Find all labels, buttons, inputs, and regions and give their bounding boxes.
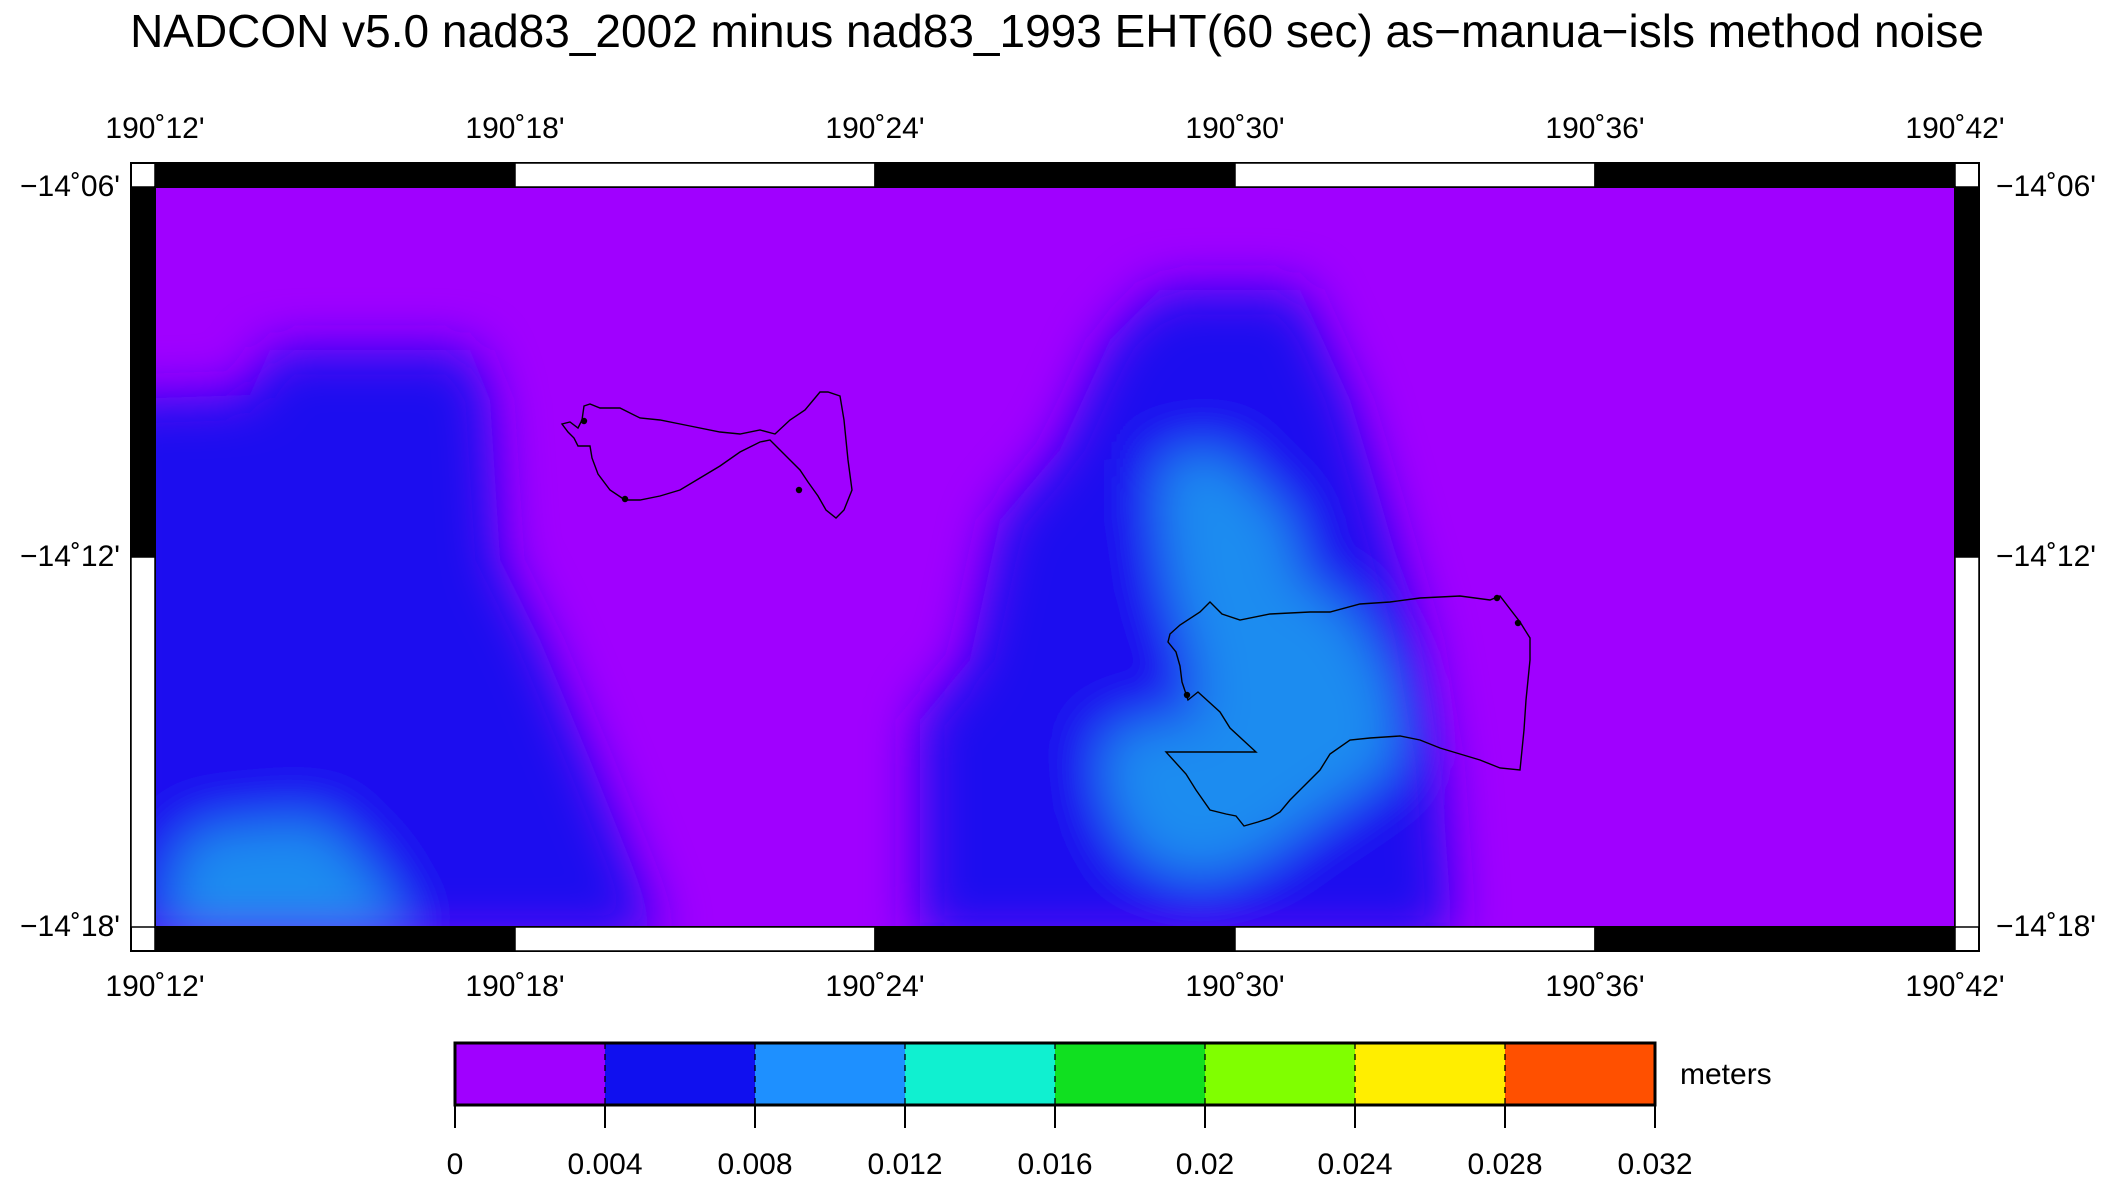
frame-bar-right-2	[1954, 556, 1980, 928]
coast-point-2	[621, 495, 629, 503]
frame-bar-bottom-5	[1594, 926, 1956, 952]
tau-coastline	[1164, 595, 1531, 827]
noise-blob-west	[155, 350, 656, 927]
colorbar-tick-label-8: 0.028	[1467, 1148, 1543, 1181]
frame-bar-bottom-2	[514, 926, 876, 952]
frame-bar-right-1	[1954, 186, 1980, 558]
coast-point-5	[1493, 594, 1501, 602]
frame-bar-top-3	[874, 162, 1236, 188]
frame-bar-bottom-3	[874, 926, 1236, 952]
lon-label-bottom-3: 190˚24'	[825, 970, 925, 1003]
lon-label-top-1: 190˚12'	[105, 112, 205, 145]
lat-label-left-1: −14˚06'	[20, 170, 120, 203]
frame-bar-top-4	[1234, 162, 1596, 188]
colorbar-tick-label-7: 0.024	[1317, 1148, 1393, 1181]
ofu-olosega-coastline	[560, 391, 853, 519]
colorbar-tick-label-2: 0.004	[567, 1148, 643, 1181]
noise-field	[155, 187, 1955, 927]
frame-bar-left-2	[130, 556, 156, 928]
lon-label-top-4: 190˚30'	[1185, 112, 1285, 145]
colorbar-segment-7	[1355, 1043, 1506, 1105]
coast-point-6	[1514, 619, 1522, 627]
colorbar-tick-label-4: 0.012	[867, 1148, 943, 1181]
noise-blob-light-southwest	[170, 820, 403, 927]
lat-label-left-3: −14˚18'	[20, 910, 120, 943]
lat-label-right-1: −14˚06'	[1996, 170, 2096, 203]
lon-label-bottom-4: 190˚30'	[1185, 970, 1285, 1003]
frame-bar-bottom-1	[154, 926, 516, 952]
frame-bar-left-1	[130, 186, 156, 558]
lon-label-top-5: 190˚36'	[1545, 112, 1645, 145]
colorbar-segment-1	[455, 1043, 606, 1105]
lat-label-right-2: −14˚12'	[1996, 540, 2096, 573]
frame-bar-top-1	[154, 162, 516, 188]
map-title: NADCON v5.0 nad83_2002 minus nad83_1993 …	[130, 5, 1984, 57]
lon-label-top-3: 190˚24'	[825, 112, 925, 145]
coast-point-3	[795, 486, 803, 494]
colorbar-tick-label-3: 0.008	[717, 1148, 793, 1181]
lon-label-top-2: 190˚18'	[465, 112, 565, 145]
noise-blob-light-center	[1100, 450, 1400, 880]
colorbar-tick-label-5: 0.016	[1017, 1148, 1093, 1181]
frame-bar-top-2	[514, 162, 876, 188]
colorbar	[453, 1041, 1657, 1128]
colorbar-segment-5	[1055, 1043, 1206, 1105]
lon-label-bottom-5: 190˚36'	[1545, 970, 1645, 1003]
colorbar-tick-label-9: 0.032	[1617, 1148, 1693, 1181]
frame-bar-top-5	[1594, 162, 1956, 188]
colorbar-segment-3	[755, 1043, 906, 1105]
colorbar-segment-4	[905, 1043, 1056, 1105]
lat-label-right-3: −14˚18'	[1996, 910, 2096, 943]
colorbar-segment-8	[1505, 1043, 1656, 1105]
colorbar-tick-label-1: 0	[446, 1148, 464, 1181]
map-frame	[130, 162, 1980, 952]
lat-label-left-2: −14˚12'	[20, 540, 120, 573]
lon-label-top-6: 190˚42'	[1905, 112, 2005, 145]
lon-label-bottom-1: 190˚12'	[105, 970, 205, 1003]
frame-bar-bottom-4	[1234, 926, 1596, 952]
coastlines	[560, 391, 1531, 827]
lon-label-bottom-2: 190˚18'	[465, 970, 565, 1003]
coast-point-1	[580, 417, 588, 425]
lon-label-bottom-6: 190˚42'	[1905, 970, 2005, 1003]
colorbar-unit-label: meters	[1680, 1058, 1772, 1091]
colorbar-tick-label-6: 0.02	[1175, 1148, 1235, 1181]
colorbar-segment-6	[1205, 1043, 1356, 1105]
coast-point-4	[1183, 691, 1191, 699]
colorbar-segment-2	[605, 1043, 756, 1105]
